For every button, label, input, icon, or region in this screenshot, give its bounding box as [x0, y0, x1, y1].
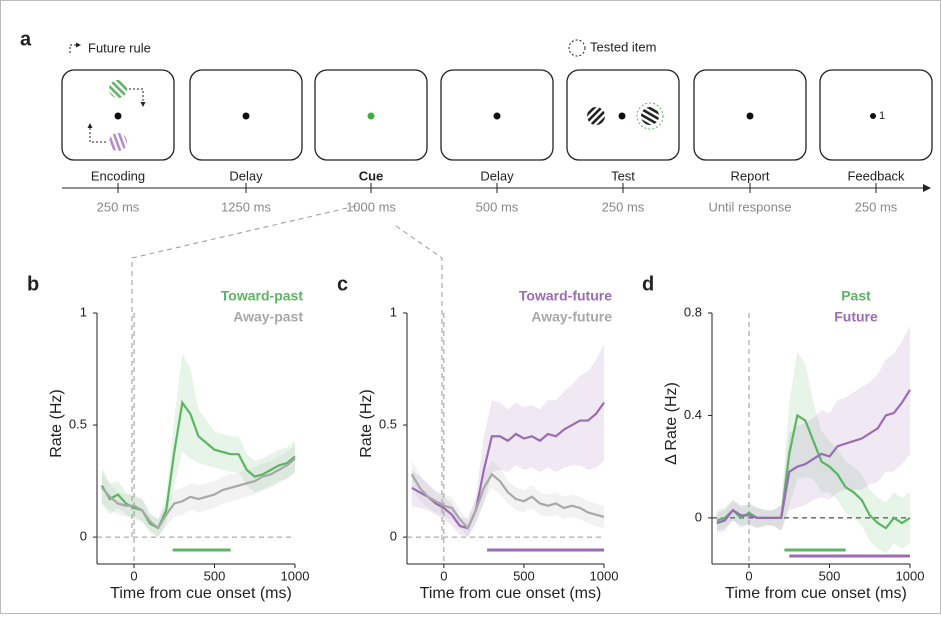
error-band — [716, 351, 910, 554]
x-tick-label: 1000 — [896, 568, 925, 583]
line — [716, 389, 911, 525]
line — [100, 399, 296, 530]
x-tick-label: 1000 — [281, 568, 310, 583]
stage-label: Cue — [359, 168, 384, 183]
line — [716, 413, 911, 530]
line — [410, 472, 605, 531]
y-tick-label: 0.4 — [684, 407, 702, 422]
legend-entry: Future — [834, 309, 878, 325]
x-tick-label: 500 — [204, 568, 226, 583]
y-tick-label: 0 — [80, 529, 87, 544]
fixation — [242, 112, 250, 120]
rule-arrow — [87, 123, 106, 143]
stimulus — [641, 107, 659, 125]
panel-label: d — [642, 273, 654, 295]
fixation — [618, 112, 626, 120]
legend-entry: Away-past — [233, 309, 303, 325]
stimulus — [109, 80, 127, 98]
feedback-value: 1 — [879, 110, 885, 122]
stage-duration: 1000 ms — [346, 199, 396, 214]
x-tick-label: 500 — [513, 568, 535, 583]
y-tick-label: 0.8 — [684, 304, 702, 319]
stage-duration: 250 ms — [855, 199, 898, 214]
stage-label: Delay — [480, 168, 514, 183]
line — [101, 457, 296, 530]
legend-arrow — [69, 42, 81, 53]
y-tick-label: 0 — [695, 509, 702, 524]
fixation — [493, 112, 501, 120]
y-axis-label: Rate (Hz) — [358, 389, 375, 457]
x-tick-label: 1000 — [590, 568, 619, 583]
legend-entry: Past — [841, 288, 871, 304]
x-axis-label: Time from cue onset (ms) — [110, 585, 292, 602]
x-tick-label: 0 — [130, 568, 137, 583]
error-band — [411, 460, 604, 538]
fixation — [870, 113, 876, 119]
error-band — [716, 325, 910, 534]
stage-duration: 250 ms — [602, 199, 645, 214]
legend-circle — [568, 39, 586, 57]
x-axis-label: Time from cue onset (ms) — [420, 585, 602, 602]
x-tick-label: 500 — [819, 568, 841, 583]
screen — [819, 69, 933, 161]
stage-label: Report — [730, 168, 769, 183]
stimulus — [587, 107, 605, 125]
stage-label: Encoding — [91, 168, 145, 183]
y-tick-label: 0.5 — [69, 416, 87, 431]
y-tick-label: 0.5 — [379, 416, 397, 431]
stage-duration: 250 ms — [97, 199, 140, 214]
legend-entry: Toward-future — [519, 288, 612, 304]
panel-label: a — [20, 28, 32, 50]
legend-entry: Toward-past — [221, 288, 304, 304]
y-tick-label: 1 — [390, 304, 397, 319]
fixation — [114, 112, 122, 120]
stage-duration: 500 ms — [476, 199, 519, 214]
stage-label: Feedback — [847, 168, 905, 183]
future-rule: Future rule — [88, 40, 151, 55]
x-tick-label: 0 — [745, 568, 752, 583]
legend-entry: Away-future — [531, 309, 612, 325]
fixation — [746, 112, 754, 120]
y-axis-label: Δ Rate (Hz) — [663, 382, 680, 465]
tested-item: Tested item — [590, 39, 656, 54]
stage-label: Delay — [229, 168, 263, 183]
error-band — [101, 353, 295, 538]
error-band — [101, 445, 295, 538]
stage-label: Test — [611, 168, 635, 183]
line — [411, 402, 605, 530]
stage-duration: Until response — [708, 199, 791, 214]
x-tick-label: 0 — [440, 568, 447, 583]
rule-arrow — [129, 88, 146, 107]
stage-duration: 1250 ms — [221, 199, 271, 214]
x-axis-label: Time from cue onset (ms) — [725, 585, 907, 602]
stimulus — [109, 133, 127, 151]
tested-ring — [636, 102, 664, 130]
y-tick-label: 1 — [80, 304, 87, 319]
y-axis-label: Rate (Hz) — [48, 389, 65, 457]
fixation — [367, 112, 375, 120]
panel-label: c — [337, 273, 348, 295]
y-tick-label: 0 — [390, 529, 397, 544]
panel-label: b — [27, 273, 39, 295]
zoom-lines — [131, 205, 443, 540]
